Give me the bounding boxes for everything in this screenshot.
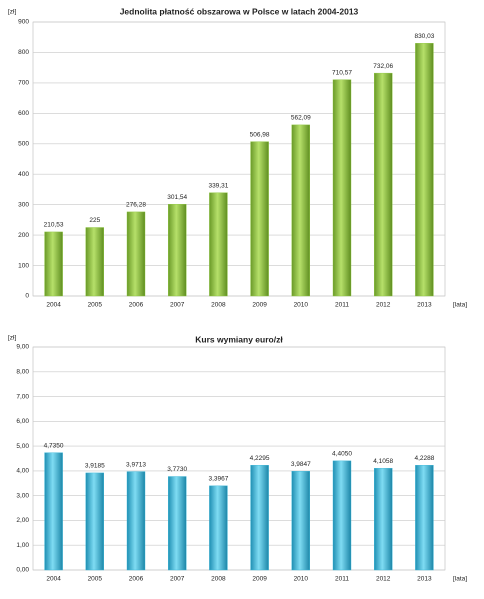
x-tick-label: 2012: [376, 302, 391, 309]
bar: [291, 124, 310, 297]
x-tick-label: 2005: [88, 576, 103, 583]
y-tick-label: 400: [18, 171, 29, 178]
x-axis-label: [lata]: [453, 302, 467, 309]
data-label: 301,54: [167, 194, 187, 201]
bar: [332, 79, 352, 297]
bar: [250, 141, 269, 297]
bar: [167, 203, 187, 297]
y-tick-label: 9,00: [16, 344, 29, 351]
bar: [415, 43, 434, 297]
data-label: 276,28: [126, 202, 146, 209]
chart-title: Jednolita płatność obszarowa w Polsce w …: [120, 6, 359, 16]
x-tick-label: 2009: [252, 302, 267, 309]
bar: [209, 485, 228, 571]
y-tick-label: 600: [18, 110, 29, 117]
data-label: 3,7730: [167, 466, 187, 473]
y-axis-label: [zł]: [8, 335, 17, 342]
y-tick-label: 4,00: [16, 468, 29, 475]
y-tick-label: 100: [18, 262, 29, 269]
data-label: 3,9185: [85, 463, 105, 470]
y-tick-label: 300: [18, 201, 29, 208]
data-label: 4,1058: [373, 458, 393, 465]
y-tick-label: 6,00: [16, 418, 29, 425]
data-label: 710,57: [332, 69, 352, 76]
bar: [374, 468, 393, 571]
data-label: 339,31: [208, 182, 228, 189]
bar: [44, 452, 63, 571]
y-tick-label: 7,00: [16, 393, 29, 400]
y-tick-label: 8,00: [16, 368, 29, 375]
bar: [85, 227, 105, 297]
x-tick-label: 2007: [170, 302, 185, 309]
x-tick-label: 2008: [211, 576, 226, 583]
y-tick-label: 0,00: [16, 567, 29, 574]
bar: [44, 231, 63, 297]
y-tick-label: 1,00: [16, 542, 29, 549]
x-tick-label: 2004: [46, 576, 61, 583]
data-label: 4,7350: [44, 442, 64, 449]
x-tick-label: 2006: [129, 576, 144, 583]
x-tick-label: 2005: [88, 302, 103, 309]
data-label: 562,09: [291, 115, 311, 122]
x-tick-label: 2013: [417, 576, 432, 583]
data-label: 4,2288: [414, 455, 434, 462]
data-label: 210,53: [44, 222, 64, 229]
x-tick-label: 2011: [335, 576, 349, 583]
data-label: 225: [89, 217, 100, 224]
bar: [209, 192, 228, 297]
y-tick-label: 2,00: [16, 517, 29, 524]
bar: [250, 465, 269, 571]
data-label: 3,9713: [126, 461, 146, 468]
bar: [85, 472, 105, 571]
x-axis-label: [lata]: [453, 576, 467, 583]
x-tick-label: 2010: [294, 576, 309, 583]
x-tick-label: 2012: [376, 576, 391, 583]
data-label: 732,06: [373, 63, 393, 70]
bar: [126, 211, 146, 297]
y-axis-label: [zł]: [8, 9, 17, 16]
x-tick-label: 2013: [417, 302, 432, 309]
chart-title: Kurs wymiany euro/zł: [195, 334, 283, 344]
x-tick-label: 2009: [252, 576, 267, 583]
data-label: 3,9847: [291, 461, 311, 468]
y-tick-label: 200: [18, 232, 29, 239]
bar: [415, 465, 434, 571]
data-label: 506,98: [250, 131, 270, 138]
x-tick-label: 2008: [211, 302, 226, 309]
bar: [126, 471, 146, 571]
x-tick-label: 2007: [170, 576, 185, 583]
bar: [291, 471, 310, 571]
bar: [374, 72, 393, 297]
y-tick-label: 900: [18, 19, 29, 26]
x-tick-label: 2011: [335, 302, 349, 309]
y-tick-label: 0: [25, 293, 29, 300]
y-tick-label: 3,00: [16, 492, 29, 499]
data-label: 830,03: [414, 33, 434, 40]
data-label: 4,4050: [332, 451, 352, 458]
x-tick-label: 2010: [294, 302, 309, 309]
x-tick-label: 2004: [46, 302, 61, 309]
y-tick-label: 700: [18, 80, 29, 87]
y-tick-label: 5,00: [16, 443, 29, 450]
data-label: 4,2295: [250, 455, 270, 462]
data-label: 3,3967: [208, 476, 228, 483]
x-tick-label: 2006: [129, 302, 144, 309]
bar: [332, 460, 352, 571]
y-tick-label: 800: [18, 49, 29, 56]
bar: [167, 476, 187, 571]
y-tick-label: 500: [18, 140, 29, 147]
